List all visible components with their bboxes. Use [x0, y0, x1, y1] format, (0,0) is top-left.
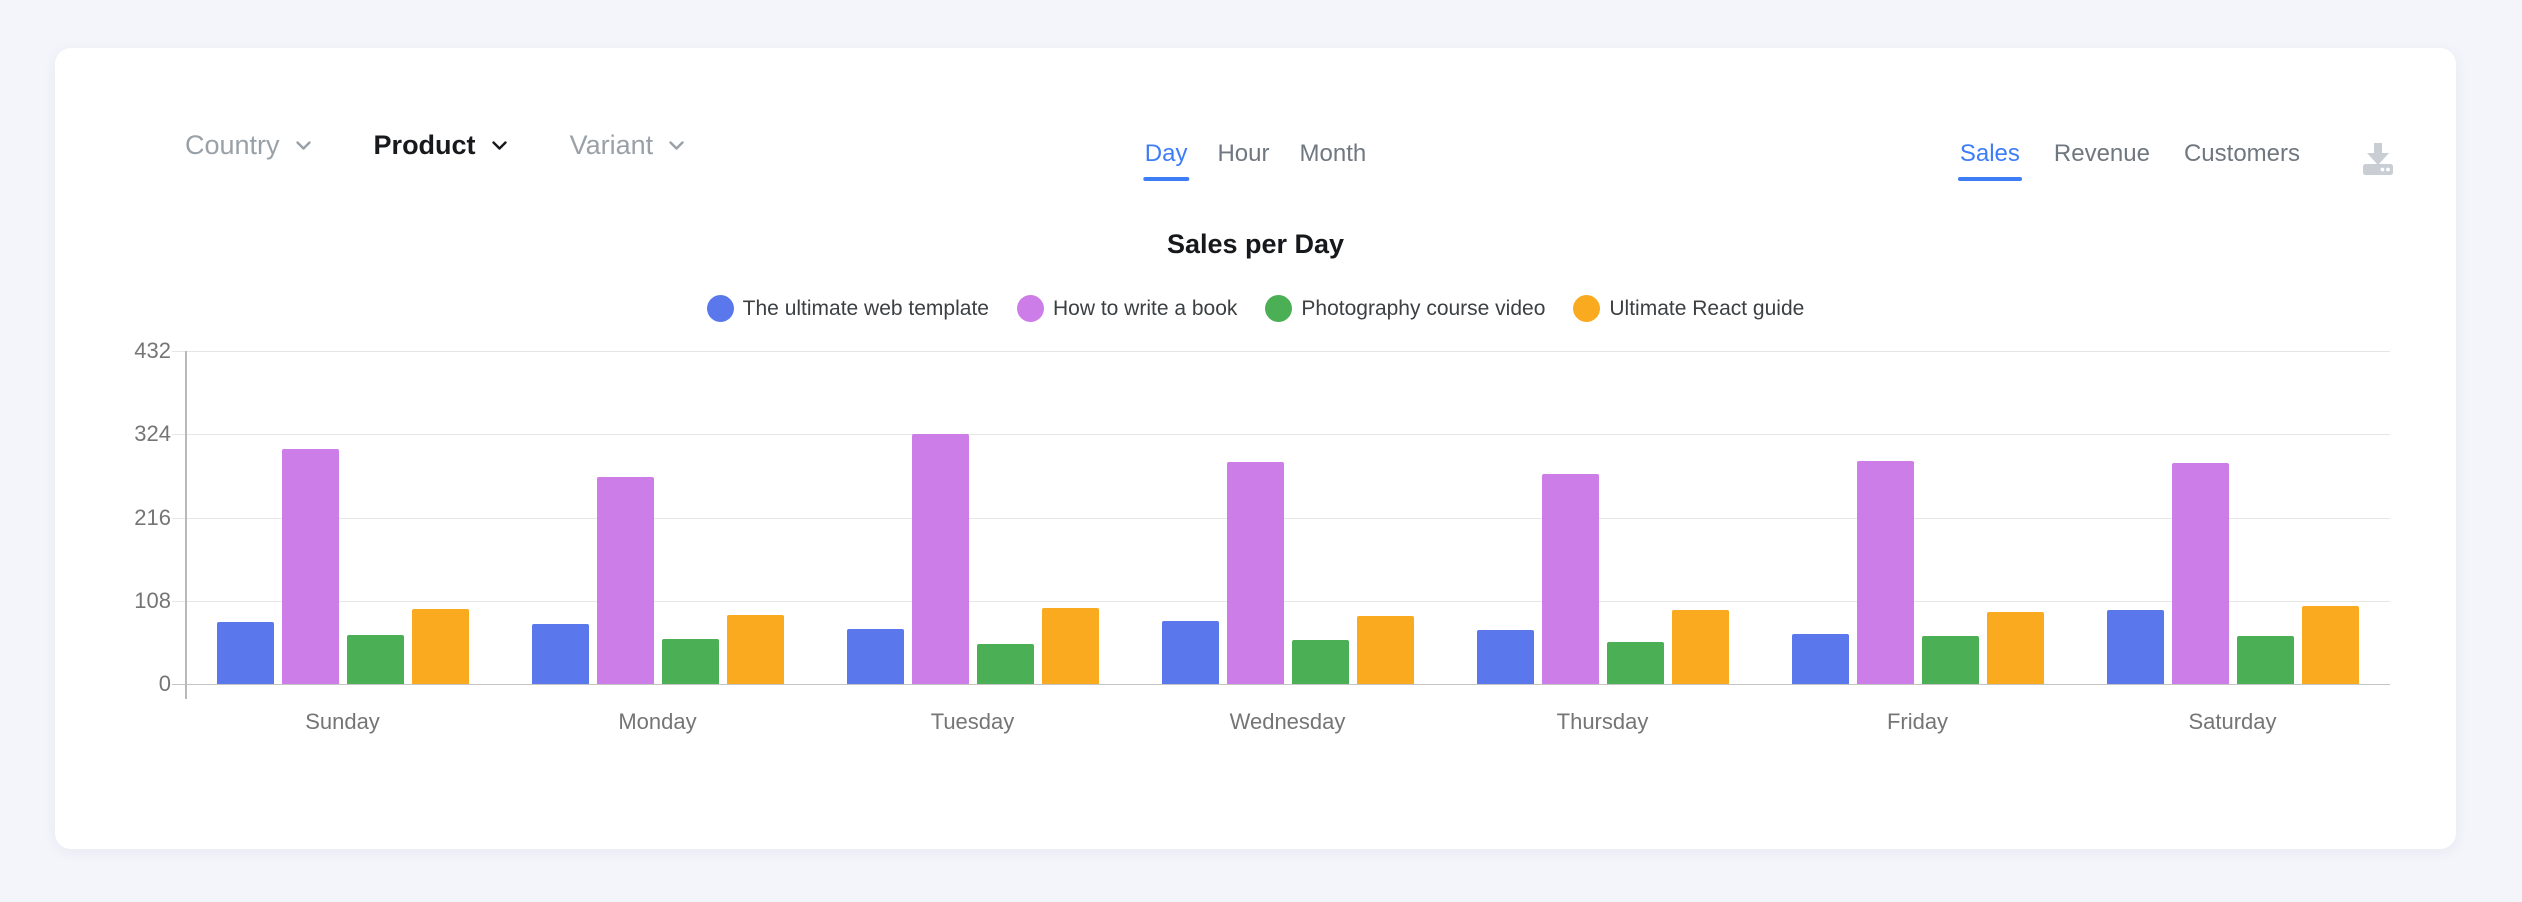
bar-monday[interactable]	[661, 639, 719, 684]
legend-item: How to write a book	[1016, 295, 1238, 322]
bar-saturday[interactable]	[2301, 606, 2359, 684]
chevron-down-icon	[295, 141, 311, 150]
x-axis-labels: Sunday Monday Tuesday Wednesday Thursday Frid…	[185, 709, 2390, 735]
gridline	[172, 351, 2390, 352]
x-axis-tick-label: Sunday	[305, 709, 380, 734]
download-button[interactable]	[2356, 136, 2400, 180]
y-axis-labels: 432 324 216 108 0	[55, 340, 171, 695]
filter-label: Product	[373, 130, 476, 160]
chart-legend: The ultimate web template How to write a …	[55, 295, 2456, 322]
bar-monday[interactable]	[596, 477, 654, 684]
metric-tabs: Sales Revenue Customers	[1957, 140, 2300, 181]
bar-sunday[interactable]	[216, 622, 274, 684]
bar-thursday[interactable]	[1476, 630, 1534, 684]
bar-friday[interactable]	[1986, 612, 2044, 684]
legend-item: Photography course video	[1265, 295, 1545, 322]
bar-sunday[interactable]	[411, 609, 469, 684]
y-axis-line	[185, 351, 187, 699]
bar-sunday[interactable]	[346, 634, 404, 684]
bar-wednesday[interactable]	[1356, 616, 1414, 684]
y-axis-tick-label: 432	[134, 338, 171, 363]
legend-item: The ultimate web template	[706, 295, 989, 322]
legend-swatch-icon	[706, 295, 734, 322]
bar-group-wednesday	[1130, 351, 1445, 684]
chart-plot-area	[172, 351, 2390, 699]
bar-saturday[interactable]	[2236, 636, 2294, 684]
tab-customers[interactable]: Customers	[2183, 140, 2300, 167]
x-axis-tick-label: Wednesday	[1229, 709, 1346, 734]
tab-sales[interactable]: Sales	[1957, 140, 2022, 181]
bar-monday[interactable]	[531, 623, 589, 684]
bar-tuesday[interactable]	[846, 628, 904, 684]
tab-day[interactable]: Day	[1142, 140, 1190, 181]
x-axis-tick-label: Thursday	[1556, 709, 1649, 734]
x-axis-tick-label: Saturday	[2188, 709, 2277, 734]
chart-title: Sales per Day	[1166, 229, 1345, 259]
bar-tuesday[interactable]	[1041, 608, 1099, 684]
filter-label: Country	[185, 130, 280, 160]
filter-dropdown-product[interactable]: Product	[374, 130, 508, 161]
bar-friday[interactable]	[1921, 636, 1979, 684]
bar-wednesday[interactable]	[1226, 462, 1284, 684]
bar-series	[185, 351, 2390, 684]
chevron-down-icon	[491, 141, 507, 150]
x-axis-tick-label: Friday	[1886, 709, 1949, 734]
bar-monday[interactable]	[726, 614, 784, 684]
gridline	[172, 684, 2390, 685]
bar-wednesday[interactable]	[1161, 620, 1219, 684]
legend-swatch-icon	[1573, 295, 1601, 322]
legend-item: Ultimate React guide	[1573, 295, 1804, 322]
bar-friday[interactable]	[1791, 633, 1849, 684]
y-axis-tick-label: 0	[158, 671, 171, 696]
bar-saturday[interactable]	[2171, 462, 2229, 684]
chevron-down-icon	[669, 141, 684, 150]
filter-label: Variant	[569, 130, 654, 160]
tab-hour[interactable]: Hour	[1217, 140, 1270, 167]
bar-group-saturday	[2075, 351, 2390, 684]
bar-friday[interactable]	[1856, 461, 1914, 684]
legend-swatch-icon	[1016, 295, 1044, 322]
bar-group-tuesday	[815, 351, 1130, 684]
legend-swatch-icon	[1265, 295, 1293, 322]
bar-wednesday[interactable]	[1291, 640, 1349, 684]
legend-label: The ultimate web template	[742, 296, 989, 320]
x-axis-tick-label: Monday	[618, 709, 697, 734]
bar-group-sunday	[185, 351, 500, 684]
legend-label: How to write a book	[1052, 296, 1238, 320]
bar-thursday[interactable]	[1606, 641, 1664, 684]
filter-dropdowns: Country Product Variant	[185, 130, 685, 161]
gridline	[172, 434, 2390, 436]
legend-label: Photography course video	[1301, 296, 1546, 320]
bar-thursday[interactable]	[1541, 474, 1599, 684]
bar-thursday[interactable]	[1671, 610, 1729, 684]
y-axis-tick-label: 324	[134, 421, 171, 447]
x-axis-tick-label: Tuesday	[930, 709, 1015, 734]
filter-dropdown-country[interactable]: Country	[185, 130, 312, 161]
download-icon	[2363, 143, 2393, 175]
bar-sunday[interactable]	[281, 448, 339, 684]
bar-tuesday[interactable]	[976, 643, 1034, 684]
bar-group-friday	[1760, 351, 2075, 684]
tab-month[interactable]: Month	[1299, 140, 1367, 167]
legend-label: Ultimate React guide	[1609, 296, 1805, 320]
bar-saturday[interactable]	[2106, 610, 2164, 684]
bar-tuesday[interactable]	[911, 434, 969, 684]
dashboard-card: Country Product Variant Day Hour Month Sales…	[55, 48, 2456, 849]
time-tabs: Day Hour Month	[1142, 140, 1367, 181]
bar-group-monday	[500, 351, 815, 684]
y-axis-tick-label: 216	[134, 504, 171, 530]
bar-group-thursday	[1445, 351, 1760, 684]
tab-revenue[interactable]: Revenue	[2053, 140, 2150, 167]
y-axis-tick-label: 108	[134, 587, 171, 613]
filter-dropdown-variant[interactable]: Variant	[570, 130, 686, 161]
